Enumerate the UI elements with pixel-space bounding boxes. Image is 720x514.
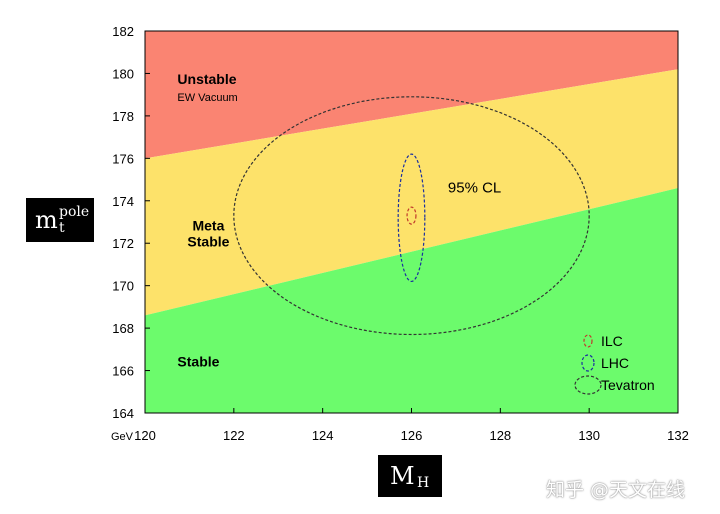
x-tick-label: 128 xyxy=(489,428,511,443)
y-tick-label: 180 xyxy=(112,66,134,81)
y-tick-label: 176 xyxy=(112,151,134,166)
y-tick-label: 166 xyxy=(112,364,134,379)
region-stable-label: Stable xyxy=(177,353,219,369)
confidence-level-annotation: 95% CL xyxy=(448,179,501,196)
region-unstable xyxy=(145,31,678,159)
y-tick-label: 182 xyxy=(112,24,134,39)
legend-label-ilc: ILC xyxy=(601,333,623,349)
x-tick-label: 124 xyxy=(312,428,334,443)
y-tick-label: 174 xyxy=(112,194,134,209)
x-unit-label: GeV xyxy=(111,431,134,443)
y-tick-label: 178 xyxy=(112,109,134,124)
x-axis-label: M H xyxy=(378,455,442,497)
y-tick-label: 164 xyxy=(112,406,134,421)
region-unstable-sublabel: EW Vacuum xyxy=(177,92,237,104)
x-tick-label: 126 xyxy=(401,428,423,443)
x-tick-label: 130 xyxy=(578,428,600,443)
regions-layer xyxy=(145,31,678,413)
legend-marker-lhc xyxy=(581,354,595,372)
y-axis-label-superscript: pole xyxy=(59,204,90,220)
legend-marker-ilc xyxy=(583,334,593,348)
x-tick-label: 120 xyxy=(134,428,156,443)
annotations: 95% CL xyxy=(448,179,501,196)
region-stable xyxy=(145,188,678,413)
ellipse-lhc xyxy=(397,153,426,283)
region-unstable-label: Unstable xyxy=(177,71,236,87)
y-axis-label: m pole t xyxy=(26,198,94,242)
legend: ILC LHC Tevatron xyxy=(574,333,655,395)
x-axis-label-main: M xyxy=(390,462,415,490)
region-meta-stable-label: Meta Stable xyxy=(187,217,229,249)
ellipse-layer xyxy=(233,96,590,336)
legend-label-tevatron: Tevatron xyxy=(601,377,655,393)
region-meta-stable xyxy=(145,69,678,316)
x-tick-label: 132 xyxy=(667,428,689,443)
y-axis-label-main: m xyxy=(35,206,58,234)
y-ticks: 164 166 168 170 172 174 176 178 180 182 xyxy=(112,24,150,421)
region-labels: Unstable EW Vacuum Meta Stable Stable xyxy=(177,71,237,369)
y-tick-label: 168 xyxy=(112,321,134,336)
y-tick-label: 170 xyxy=(112,279,134,294)
y-tick-label: 172 xyxy=(112,236,134,251)
legend-marker-tevatron xyxy=(574,375,602,395)
x-ticks: 120 122 124 126 128 130 132 xyxy=(134,408,689,443)
legend-label-lhc: LHC xyxy=(601,355,629,371)
x-tick-label: 122 xyxy=(223,428,245,443)
y-axis-label-subscript: t xyxy=(59,220,65,236)
ellipse-ilc xyxy=(406,206,417,225)
x-axis-label-subscript: H xyxy=(417,475,430,491)
watermark: 知乎 @天文在线 xyxy=(546,479,686,501)
ellipse-tevatron xyxy=(233,96,590,336)
